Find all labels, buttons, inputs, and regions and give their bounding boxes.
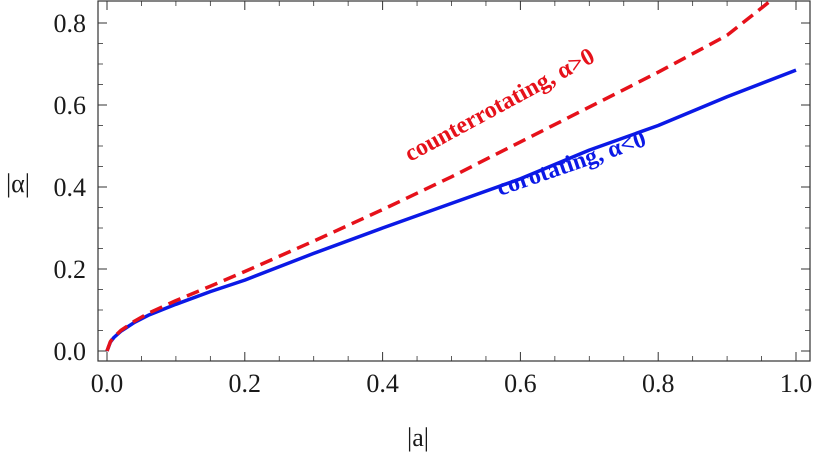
y-tick-label: 0.6 [54,91,87,120]
y-tick-label: 0.0 [54,337,87,366]
x-axis-label: |a| [407,423,429,452]
y-axis-label: |α| [6,169,30,198]
x-tick-label: 1.0 [780,369,813,398]
x-tick-label: 0.8 [642,369,675,398]
counterrotating-annotation: counterrotating, α>0 [400,43,599,167]
plot-frame [97,0,811,362]
x-tick-label: 0.6 [504,369,537,398]
axis-ticks [98,1,810,361]
x-tick-label: 0.4 [366,369,399,398]
x-tick-label: 0.0 [91,369,124,398]
counterrotating-line [105,1,770,352]
x-tick-label: 0.2 [229,369,262,398]
tick-labels: 0.0 0.2 0.4 0.6 0.8 1.0 0.0 0.2 0.4 0.6 0.8 [54,9,813,398]
series-lines [105,1,797,352]
y-tick-label: 0.2 [54,255,87,284]
y-tick-label: 0.8 [54,9,87,38]
corotating-line [105,68,797,352]
y-tick-label: 0.4 [54,173,87,202]
corotating-annotation: corotating, α<0 [493,126,649,201]
